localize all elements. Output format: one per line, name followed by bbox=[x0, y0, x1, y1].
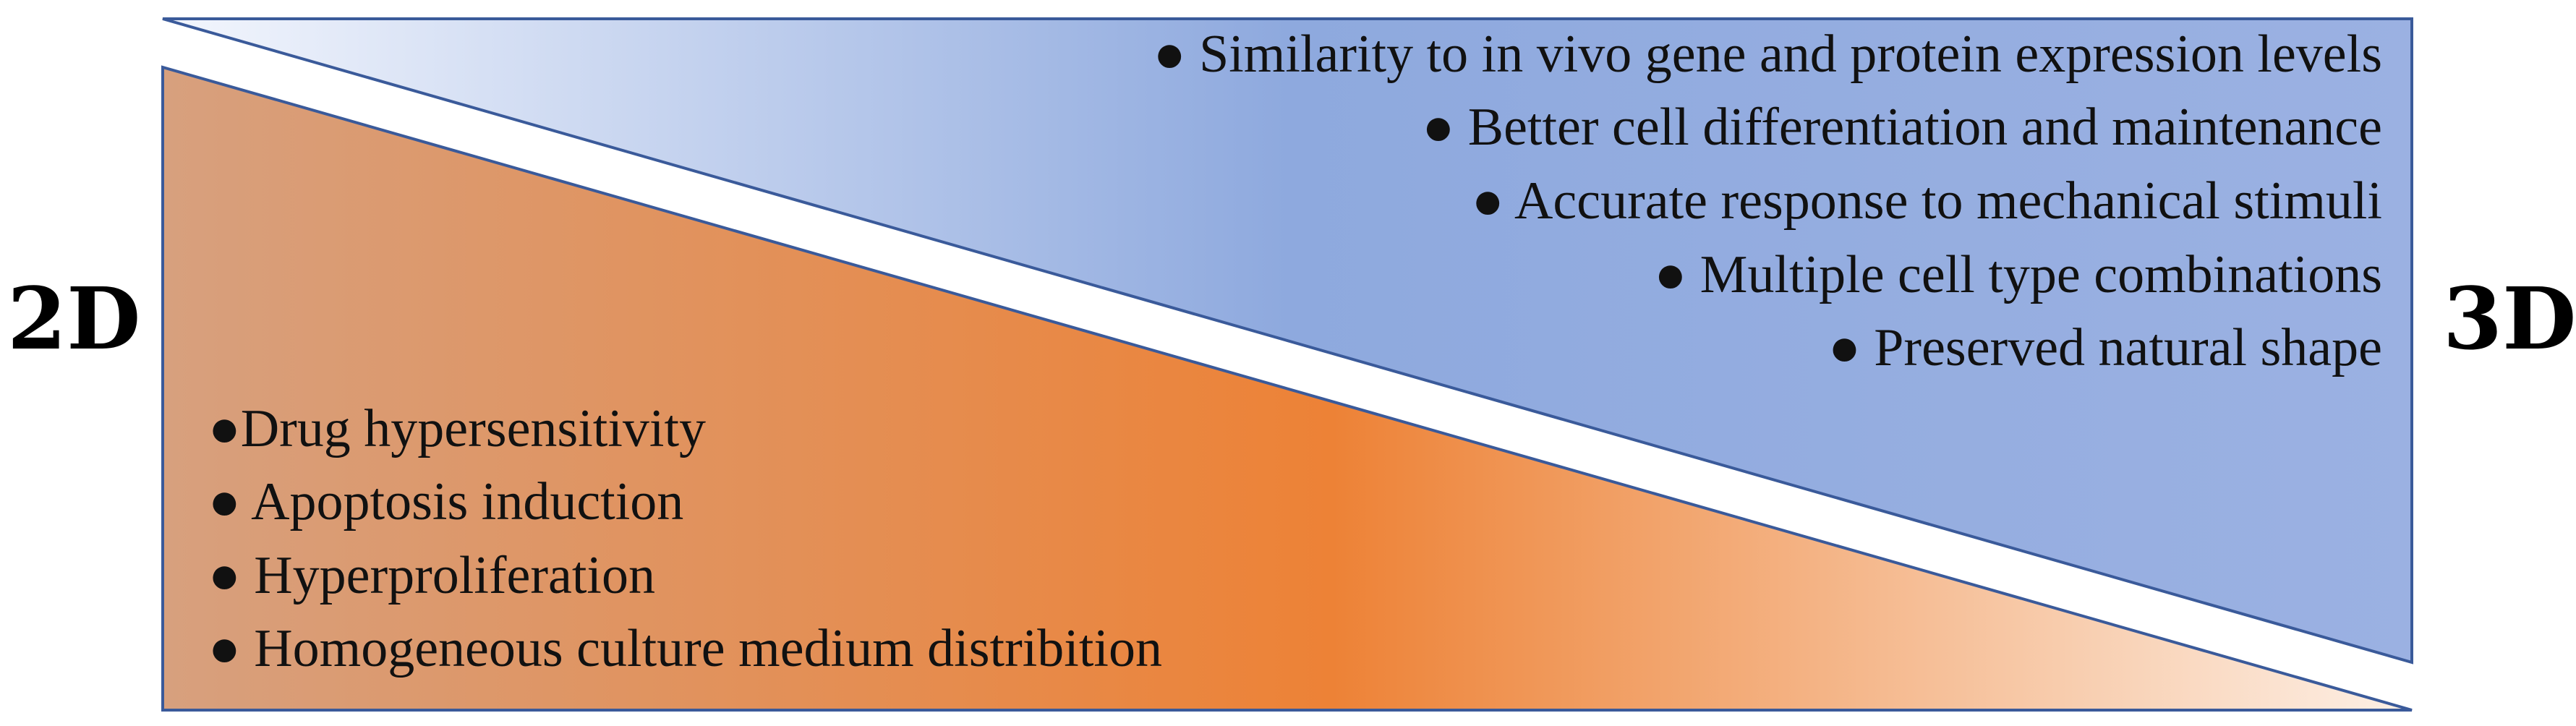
label-2d: 2D bbox=[7, 268, 140, 369]
label-3d: 3D bbox=[2443, 268, 2576, 369]
list-2d: ●Drug hypersensitivity ● Apoptosis induc… bbox=[208, 399, 1162, 678]
list-item-3d: ● Similarity to in vivo gene and protein… bbox=[1153, 25, 2382, 84]
triangle-3d bbox=[162, 17, 2413, 665]
triangle-2d bbox=[161, 65, 2413, 712]
list-3d: ● Similarity to in vivo gene and protein… bbox=[1153, 25, 2382, 377]
list-item-3d: ● Multiple cell type combinations bbox=[1654, 245, 2382, 304]
list-item-3d: ● Preserved natural shape bbox=[1828, 318, 2382, 377]
list-item-3d: ● Better cell differentiation and mainte… bbox=[1423, 98, 2382, 157]
list-item-2d: ● Homogeneous culture medium distribitio… bbox=[208, 619, 1162, 678]
list-item-3d: ● Accurate response to mechanical stimul… bbox=[1472, 171, 2382, 231]
list-item-2d: ● Apoptosis induction bbox=[208, 472, 683, 531]
list-item-2d: ● Hyperproliferation bbox=[208, 546, 655, 605]
list-item-2d: ●Drug hypersensitivity bbox=[208, 399, 706, 458]
